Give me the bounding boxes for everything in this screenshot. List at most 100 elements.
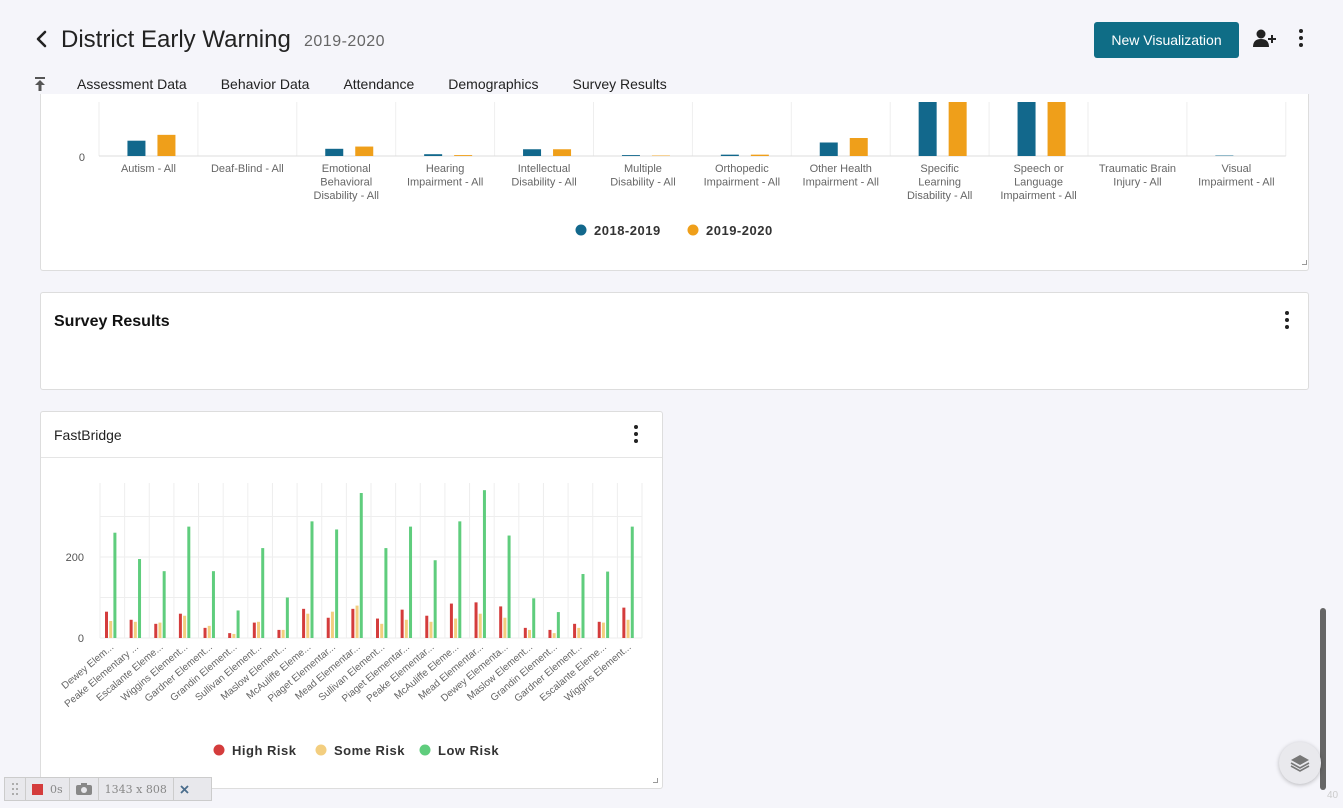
bar-some-risk — [109, 620, 113, 638]
legend-dot — [687, 224, 699, 236]
tab-attendance[interactable]: Attendance — [343, 76, 415, 92]
bar-2019-2020 — [553, 149, 572, 156]
category-label-line: Visual — [1221, 163, 1251, 175]
bar-low-risk — [532, 598, 536, 638]
add-user-icon[interactable] — [1253, 28, 1277, 50]
category-label-line: Intellectual — [518, 163, 571, 175]
category-label-line: Disability - All — [610, 177, 675, 189]
bar-high-risk — [425, 615, 429, 638]
fastbridge-more-icon[interactable] — [632, 425, 640, 447]
category-label: Traumatic Brain Injury - All — [1099, 163, 1176, 189]
category-label-line: Learning — [918, 177, 961, 189]
survey-results-title: Survey Results — [54, 313, 170, 330]
bar-low-risk — [384, 548, 388, 638]
bar-low-risk — [630, 526, 634, 638]
bar-some-risk — [330, 611, 334, 638]
layers-button[interactable] — [1279, 742, 1321, 784]
stop-record-button[interactable]: 0s — [26, 778, 70, 800]
category-label-line: Orthopedic — [715, 163, 769, 175]
viewport-size: 1343 x 808 — [99, 778, 174, 800]
bar-high-risk — [474, 602, 478, 638]
bar-some-risk — [158, 622, 162, 638]
bar-2019-2020 — [157, 134, 176, 156]
bar-some-risk — [306, 613, 310, 638]
disability-bar-chart: 0 Autism - All Deaf-Blind - All Emotional Be… — [79, 102, 1287, 238]
category-label-line: Specific — [920, 163, 959, 175]
y-tick-label: 200 — [66, 552, 84, 564]
bar-2019-2020 — [355, 146, 374, 156]
page-title: District Early Warning — [61, 26, 291, 53]
drag-handle-icon[interactable] — [5, 778, 26, 800]
category-label-line: Disability - All — [511, 177, 576, 189]
bar-2019-2020 — [849, 138, 868, 156]
bar-some-risk — [478, 613, 482, 638]
bar-some-risk — [133, 621, 137, 638]
bar-low-risk — [187, 526, 191, 638]
category-label: Speech or Language Impairment - All — [1000, 163, 1076, 202]
survey-results-card: Survey Results — [40, 292, 1309, 390]
survey-more-icon[interactable] — [1283, 311, 1291, 333]
tab-demographics[interactable]: Demographics — [448, 76, 539, 92]
bar-low-risk — [507, 535, 511, 638]
bar-2019-2020 — [454, 155, 473, 156]
page-scrollbar[interactable] — [1320, 608, 1326, 790]
legend-label: 2018-2019 — [594, 223, 661, 238]
bar-low-risk — [482, 490, 486, 638]
category-label-line: Language — [1014, 177, 1063, 189]
tab-assessment-data[interactable]: Assessment Data — [77, 76, 187, 92]
screenshot-button[interactable] — [70, 778, 99, 800]
tab-behavior-data[interactable]: Behavior Data — [220, 76, 310, 92]
y-tick-label: 0 — [79, 152, 85, 164]
legend-dot — [419, 744, 431, 756]
category-label-line: Other Health — [810, 163, 872, 175]
new-visualization-button[interactable]: New Visualization — [1094, 22, 1239, 58]
bar-low-risk — [335, 529, 339, 638]
bar-high-risk — [573, 623, 577, 638]
bar-some-risk — [577, 627, 581, 638]
bar-2018-2019 — [1017, 102, 1036, 156]
header-more-icon[interactable] — [1297, 29, 1305, 51]
category-label-line: Impairment - All — [803, 177, 879, 189]
bar-some-risk — [454, 618, 458, 638]
close-toolbar-button[interactable] — [174, 778, 195, 800]
bar-low-risk — [606, 571, 610, 638]
legend-dot — [213, 744, 225, 756]
bar-some-risk — [281, 629, 285, 638]
category-label-line: Injury - All — [1113, 177, 1161, 189]
category-label: Autism - All — [121, 163, 176, 175]
bar-low-risk — [458, 521, 462, 638]
legend-label: Some Risk — [334, 743, 405, 758]
bar-low-risk — [236, 610, 240, 638]
bar-2018-2019 — [819, 142, 838, 156]
category-label: Hearing Impairment - All — [407, 163, 483, 189]
scroll-top-icon[interactable] — [30, 74, 50, 94]
tab-survey-results[interactable]: Survey Results — [572, 76, 667, 92]
category-label: Emotional Behavioral Disability - All — [314, 163, 379, 202]
category-label-line: Autism - All — [121, 163, 176, 175]
bar-2018-2019 — [325, 148, 344, 156]
page-header: District Early Warning 2019-2020 New Vis… — [0, 0, 1343, 102]
bar-high-risk — [203, 627, 207, 638]
bar-high-risk — [351, 608, 355, 638]
bar-2018-2019 — [523, 149, 542, 156]
bar-low-risk — [310, 521, 314, 638]
category-label-line: Behavioral — [320, 177, 372, 189]
bar-some-risk — [232, 633, 236, 638]
category-label: Visual Impairment - All — [1198, 163, 1274, 189]
category-label: Deaf-Blind - All — [211, 163, 284, 175]
bar-high-risk — [597, 621, 601, 638]
bar-some-risk — [429, 621, 433, 638]
bar-low-risk — [113, 532, 117, 638]
bar-high-risk — [154, 623, 158, 638]
recorder-toolbar: 0s 1343 x 808 — [4, 777, 212, 801]
back-arrow-icon[interactable] — [34, 28, 52, 50]
resize-handle[interactable] — [1302, 260, 1307, 265]
bar-low-risk — [285, 597, 289, 638]
resize-handle[interactable] — [653, 778, 658, 783]
bar-high-risk — [622, 607, 626, 638]
bar-some-risk — [528, 629, 532, 638]
bar-low-risk — [359, 493, 363, 638]
card-divider — [41, 457, 662, 458]
category-label-line: Deaf-Blind - All — [211, 163, 284, 175]
